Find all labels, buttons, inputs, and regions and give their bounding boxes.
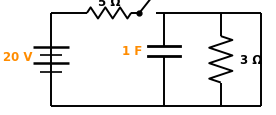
Text: 1 F: 1 F [122, 44, 143, 57]
Text: 3 Ω: 3 Ω [240, 53, 262, 66]
Text: 20 V: 20 V [3, 51, 33, 64]
Text: 5 Ω: 5 Ω [98, 0, 120, 9]
